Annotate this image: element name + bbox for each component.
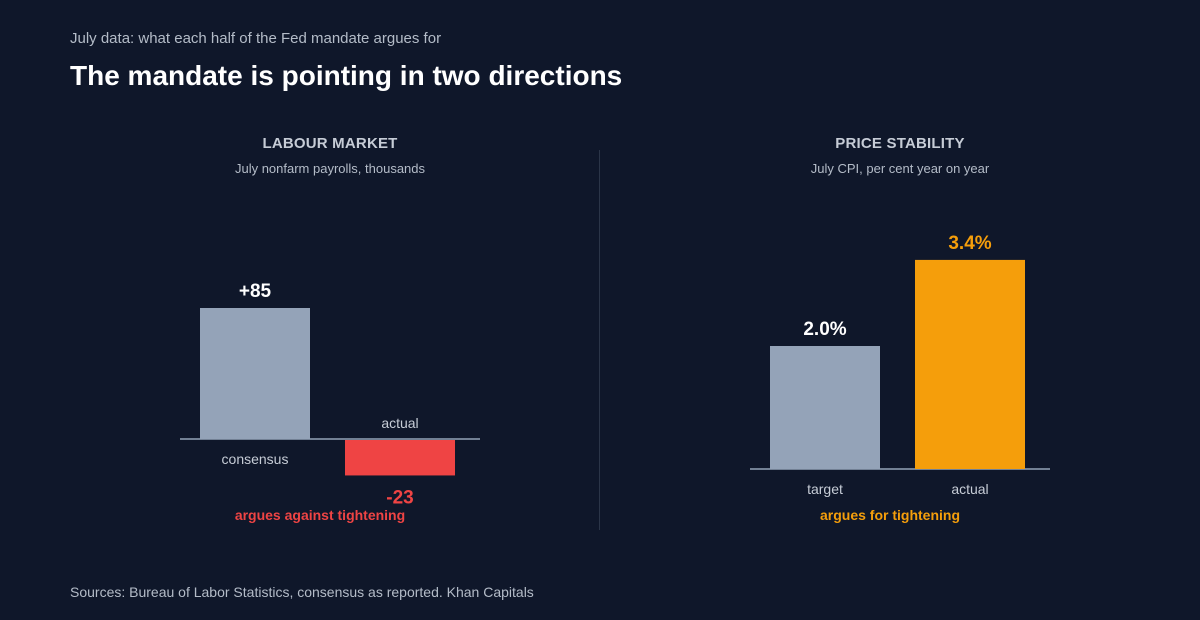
value-label-target: 2.0% [803, 319, 846, 340]
source-note: Sources: Bureau of Labor Statistics, con… [70, 584, 534, 600]
price-verdict: argues for tightening [820, 507, 960, 523]
price-panel-title: PRICE STABILITY [835, 135, 965, 152]
labour-market-chart: +85 consensus -23 actual [180, 281, 480, 508]
price-panel-subtitle: July CPI, per cent year on year [810, 161, 990, 176]
bar-actual [915, 259, 1025, 469]
panel-divider [599, 150, 600, 530]
labour-verdict: argues against tightening [234, 507, 406, 523]
category-label-actual: actual [381, 415, 418, 431]
value-label-actual: 3.4% [948, 233, 991, 254]
category-label-actual: actual [951, 481, 988, 497]
labour-panel-subtitle: July nonfarm payrolls, thousands [234, 161, 426, 176]
page-title: The mandate is pointing in two direction… [70, 60, 623, 91]
value-label-consensus: +85 [239, 281, 272, 302]
bar-actual [345, 440, 455, 476]
kicker: July data: what each half of the Fed man… [70, 30, 442, 47]
price-stability-chart: 2.0% target 3.4% actual [750, 233, 1050, 497]
bar-consensus [200, 308, 310, 439]
labour-panel-title: LABOUR MARKET [262, 135, 398, 152]
value-label-actual: -23 [386, 487, 413, 508]
bar-target [770, 346, 880, 469]
category-label-target: target [807, 481, 843, 497]
category-label-consensus: consensus [222, 451, 289, 467]
